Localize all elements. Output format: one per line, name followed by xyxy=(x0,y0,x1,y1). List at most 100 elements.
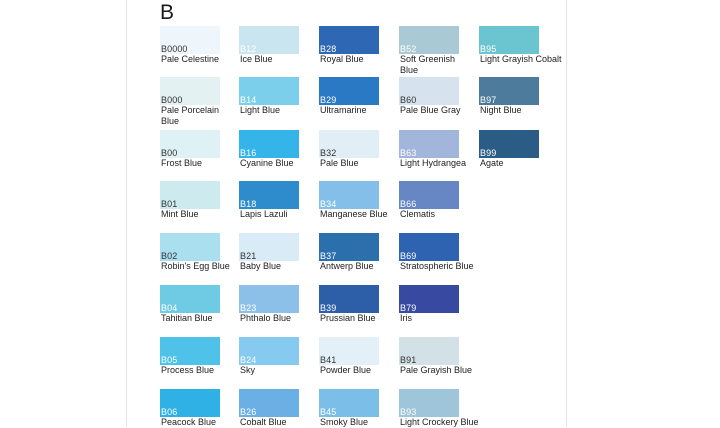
swatch-name: Soft Greenish Blue xyxy=(400,54,456,75)
color-swatch: B21 Baby Blue xyxy=(239,233,299,271)
swatch-name: Mint Blue xyxy=(161,209,199,219)
color-swatch: B04 Tahitian Blue xyxy=(160,285,220,323)
swatch-name: Pale Porcelain Blue xyxy=(161,105,220,126)
swatch-code: B69 xyxy=(400,251,417,261)
color-swatch: B24 Sky xyxy=(239,337,299,375)
swatch-code: B04 xyxy=(161,303,178,313)
color-swatch: B95 Light Grayish Cobalt xyxy=(479,26,562,64)
swatch-name: Phthalo Blue xyxy=(240,313,292,323)
swatch-code: B21 xyxy=(240,251,257,261)
color-swatch: B99 Agate xyxy=(479,130,539,168)
swatch-code: B93 xyxy=(400,407,417,417)
swatch-code: B18 xyxy=(240,199,257,209)
color-swatch: B01 Mint Blue xyxy=(160,181,220,219)
swatch-code: B79 xyxy=(400,303,417,313)
color-swatch: B39 Prussian Blue xyxy=(319,285,379,323)
swatch-code: B26 xyxy=(240,407,257,417)
swatch-code: B63 xyxy=(400,148,417,158)
color-swatch: B0000 Pale Celestine xyxy=(160,26,220,64)
swatch-name: Lapis Lazuli xyxy=(240,209,288,219)
page-edge-left xyxy=(126,0,127,427)
swatch-code: B39 xyxy=(320,303,337,313)
swatch-name: Royal Blue xyxy=(320,54,364,64)
color-swatch: B000 Pale Porcelain Blue xyxy=(160,77,220,126)
swatch-code: B02 xyxy=(161,251,178,261)
swatch-name: Light Grayish Cobalt xyxy=(480,54,562,64)
color-swatch: B18 Lapis Lazuli xyxy=(239,181,299,219)
swatch-code: B28 xyxy=(320,44,337,54)
color-swatch: B41 Powder Blue xyxy=(319,337,379,375)
swatch-name: Prussian Blue xyxy=(320,313,376,323)
color-swatch: B97 Night Blue xyxy=(479,77,539,115)
swatch-name: Agate xyxy=(480,158,504,168)
color-swatch: B32 Pale Blue xyxy=(319,130,379,168)
swatch-name: Frost Blue xyxy=(161,158,203,168)
color-swatch: B60 Pale Blue Gray xyxy=(399,77,461,115)
swatch-code: B16 xyxy=(240,148,257,158)
swatch-code: B00 xyxy=(161,148,178,158)
swatch-code: B37 xyxy=(320,251,337,261)
swatch-name: Manganese Blue xyxy=(320,209,388,219)
swatch-name: Clematis xyxy=(400,209,436,219)
section-heading: B xyxy=(160,1,175,24)
swatch-name: Pale Blue Gray xyxy=(400,105,461,115)
swatch-code: B52 xyxy=(400,44,417,54)
color-swatch: B29 Ultramarine xyxy=(319,77,379,115)
swatch-name: Light Hydrangea xyxy=(400,158,467,168)
swatch-code: B91 xyxy=(400,355,417,365)
swatch-code: B06 xyxy=(161,407,178,417)
color-swatch: B79 Iris xyxy=(399,285,459,323)
color-swatch: B45 Smoky Blue xyxy=(319,389,379,427)
swatch-name: Baby Blue xyxy=(240,261,282,271)
swatch-name: Night Blue xyxy=(480,105,522,115)
swatch-code: B12 xyxy=(240,44,257,54)
page-edge-right xyxy=(566,0,567,427)
color-swatch: B16 Cyanine Blue xyxy=(239,130,299,168)
swatch-code: B34 xyxy=(320,199,337,209)
swatch-name: Antwerp Blue xyxy=(320,261,374,271)
color-swatch: B37 Antwerp Blue xyxy=(319,233,379,271)
swatch-name: Cobalt Blue xyxy=(240,417,287,427)
color-swatch: B26 Cobalt Blue xyxy=(239,389,299,427)
swatch-name: Ice Blue xyxy=(240,54,273,64)
color-swatch: B05 Process Blue xyxy=(160,337,220,375)
swatch-name: Ultramarine xyxy=(320,105,367,115)
color-swatch: B00 Frost Blue xyxy=(160,130,220,168)
swatch-code: B99 xyxy=(480,148,497,158)
swatch-name: Pale Celestine xyxy=(161,54,220,64)
color-swatch: B06 Peacock Blue xyxy=(160,389,220,427)
swatch-name: Cyanine Blue xyxy=(240,158,294,168)
color-swatch: B12 Ice Blue xyxy=(239,26,299,64)
swatch-code: B60 xyxy=(400,95,417,105)
swatch-name: Light Blue xyxy=(240,105,281,115)
color-swatch: B52 Soft Greenish Blue xyxy=(399,26,459,75)
color-swatch: B69 Stratospheric Blue xyxy=(399,233,474,271)
swatch-name: Smoky Blue xyxy=(320,417,369,427)
color-swatch: B14 Light Blue xyxy=(239,77,299,115)
color-swatch: B93 Light Crockery Blue xyxy=(399,389,479,427)
swatch-name: Robin's Egg Blue xyxy=(161,261,230,271)
color-swatch: B66 Clematis xyxy=(399,181,459,219)
color-swatch: B34 Manganese Blue xyxy=(319,181,388,219)
swatch-code: B0000 xyxy=(161,44,188,54)
swatch-name: Light Crockery Blue xyxy=(400,417,479,427)
swatch-code: B23 xyxy=(240,303,257,313)
color-swatch: B63 Light Hydrangea xyxy=(399,130,466,168)
swatch-code: B14 xyxy=(240,95,257,105)
swatch-name: Pale Grayish Blue xyxy=(400,365,473,375)
swatch-name: Peacock Blue xyxy=(161,417,217,427)
color-swatch: B23 Phthalo Blue xyxy=(239,285,299,323)
swatch-code: B32 xyxy=(320,148,337,158)
swatch-code: B24 xyxy=(240,355,257,365)
swatch-code: B95 xyxy=(480,44,497,54)
swatch-code: B01 xyxy=(161,199,178,209)
swatch-name: Tahitian Blue xyxy=(161,313,213,323)
color-swatch: B28 Royal Blue xyxy=(319,26,379,64)
swatch-name: Iris xyxy=(400,313,412,323)
swatch-code: B45 xyxy=(320,407,337,417)
color-swatch: B02 Robin's Egg Blue xyxy=(160,233,230,271)
swatch-code: B29 xyxy=(320,95,337,105)
swatch-code: B41 xyxy=(320,355,337,365)
color-swatch: B91 Pale Grayish Blue xyxy=(399,337,472,375)
swatch-code: B000 xyxy=(161,95,183,105)
